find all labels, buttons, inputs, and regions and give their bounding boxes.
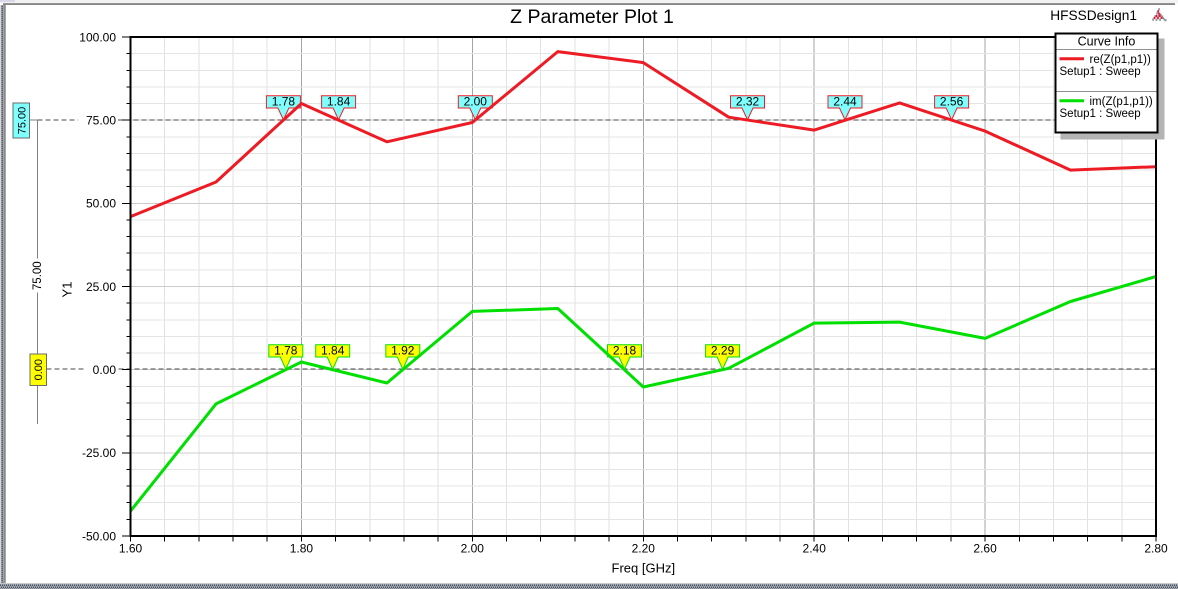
svg-text:Freq [GHz]: Freq [GHz]	[612, 561, 676, 576]
svg-text:Setup1 : Sweep: Setup1 : Sweep	[1060, 108, 1141, 120]
svg-text:2.40: 2.40	[803, 542, 827, 556]
svg-text:im(Z(p1,p1)): im(Z(p1,p1))	[1090, 96, 1153, 108]
svg-text:75.00: 75.00	[86, 114, 116, 128]
svg-text:2.18: 2.18	[613, 344, 637, 358]
svg-text:0.00: 0.00	[93, 363, 117, 377]
svg-text:2.00: 2.00	[464, 95, 488, 109]
svg-text:75.00: 75.00	[32, 261, 44, 290]
svg-text:1.78: 1.78	[272, 95, 296, 109]
svg-text:Z Parameter Plot 1: Z Parameter Plot 1	[510, 6, 674, 28]
svg-text:2.29: 2.29	[711, 344, 735, 358]
svg-text:50.00: 50.00	[86, 197, 116, 211]
svg-text:1.80: 1.80	[290, 542, 314, 556]
svg-text:2.00: 2.00	[461, 542, 485, 556]
svg-text:100.00: 100.00	[79, 30, 116, 44]
svg-text:2.60: 2.60	[973, 542, 997, 556]
svg-text:0.00: 0.00	[33, 359, 45, 380]
svg-text:1.84: 1.84	[327, 95, 351, 109]
svg-text:HFSSDesign1: HFSSDesign1	[1050, 8, 1137, 23]
svg-text:1.84: 1.84	[321, 344, 345, 358]
svg-text:1.60: 1.60	[119, 542, 143, 556]
svg-text:2.20: 2.20	[632, 542, 656, 556]
svg-text:2.32: 2.32	[736, 95, 760, 109]
svg-text:1.78: 1.78	[274, 344, 298, 358]
svg-text:Y1: Y1	[59, 282, 74, 298]
svg-text:25.00: 25.00	[86, 280, 116, 294]
svg-text:2.44: 2.44	[833, 95, 857, 109]
svg-text:Curve Info: Curve Info	[1078, 35, 1136, 49]
svg-text:-50.00: -50.00	[82, 529, 116, 543]
svg-text:1.92: 1.92	[391, 344, 415, 358]
svg-text:re(Z(p1,p1)): re(Z(p1,p1))	[1090, 54, 1152, 66]
svg-text:75.00: 75.00	[16, 107, 28, 135]
svg-text:-25.00: -25.00	[82, 446, 116, 460]
svg-text:2.56: 2.56	[940, 95, 964, 109]
svg-text:2.80: 2.80	[1144, 542, 1168, 556]
svg-text:Setup1 : Sweep: Setup1 : Sweep	[1060, 66, 1141, 78]
